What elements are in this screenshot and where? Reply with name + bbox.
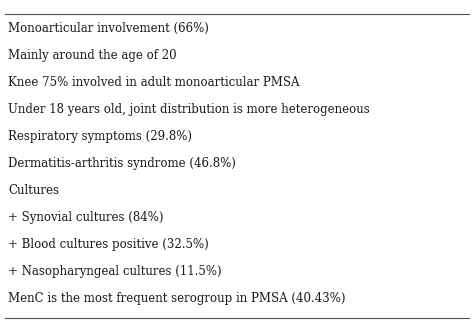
Text: Dermatitis-arthritis syndrome (46.8%): Dermatitis-arthritis syndrome (46.8%): [8, 157, 236, 170]
Text: MenC is the most frequent serogroup in PMSA (40.43%): MenC is the most frequent serogroup in P…: [8, 292, 346, 305]
Text: Knee 75% involved in adult monoarticular PMSA: Knee 75% involved in adult monoarticular…: [8, 76, 300, 89]
Text: + Blood cultures positive (32.5%): + Blood cultures positive (32.5%): [8, 238, 209, 251]
Text: Under 18 years old, joint distribution is more heterogeneous: Under 18 years old, joint distribution i…: [8, 103, 370, 116]
Text: Cultures: Cultures: [8, 184, 59, 197]
Text: Respiratory symptoms (29.8%): Respiratory symptoms (29.8%): [8, 130, 192, 143]
Text: + Synovial cultures (84%): + Synovial cultures (84%): [8, 211, 164, 224]
Text: Mainly around the age of 20: Mainly around the age of 20: [8, 49, 177, 62]
Text: + Nasopharyngeal cultures (11.5%): + Nasopharyngeal cultures (11.5%): [8, 265, 222, 278]
Text: Monoarticular involvement (66%): Monoarticular involvement (66%): [8, 22, 209, 35]
